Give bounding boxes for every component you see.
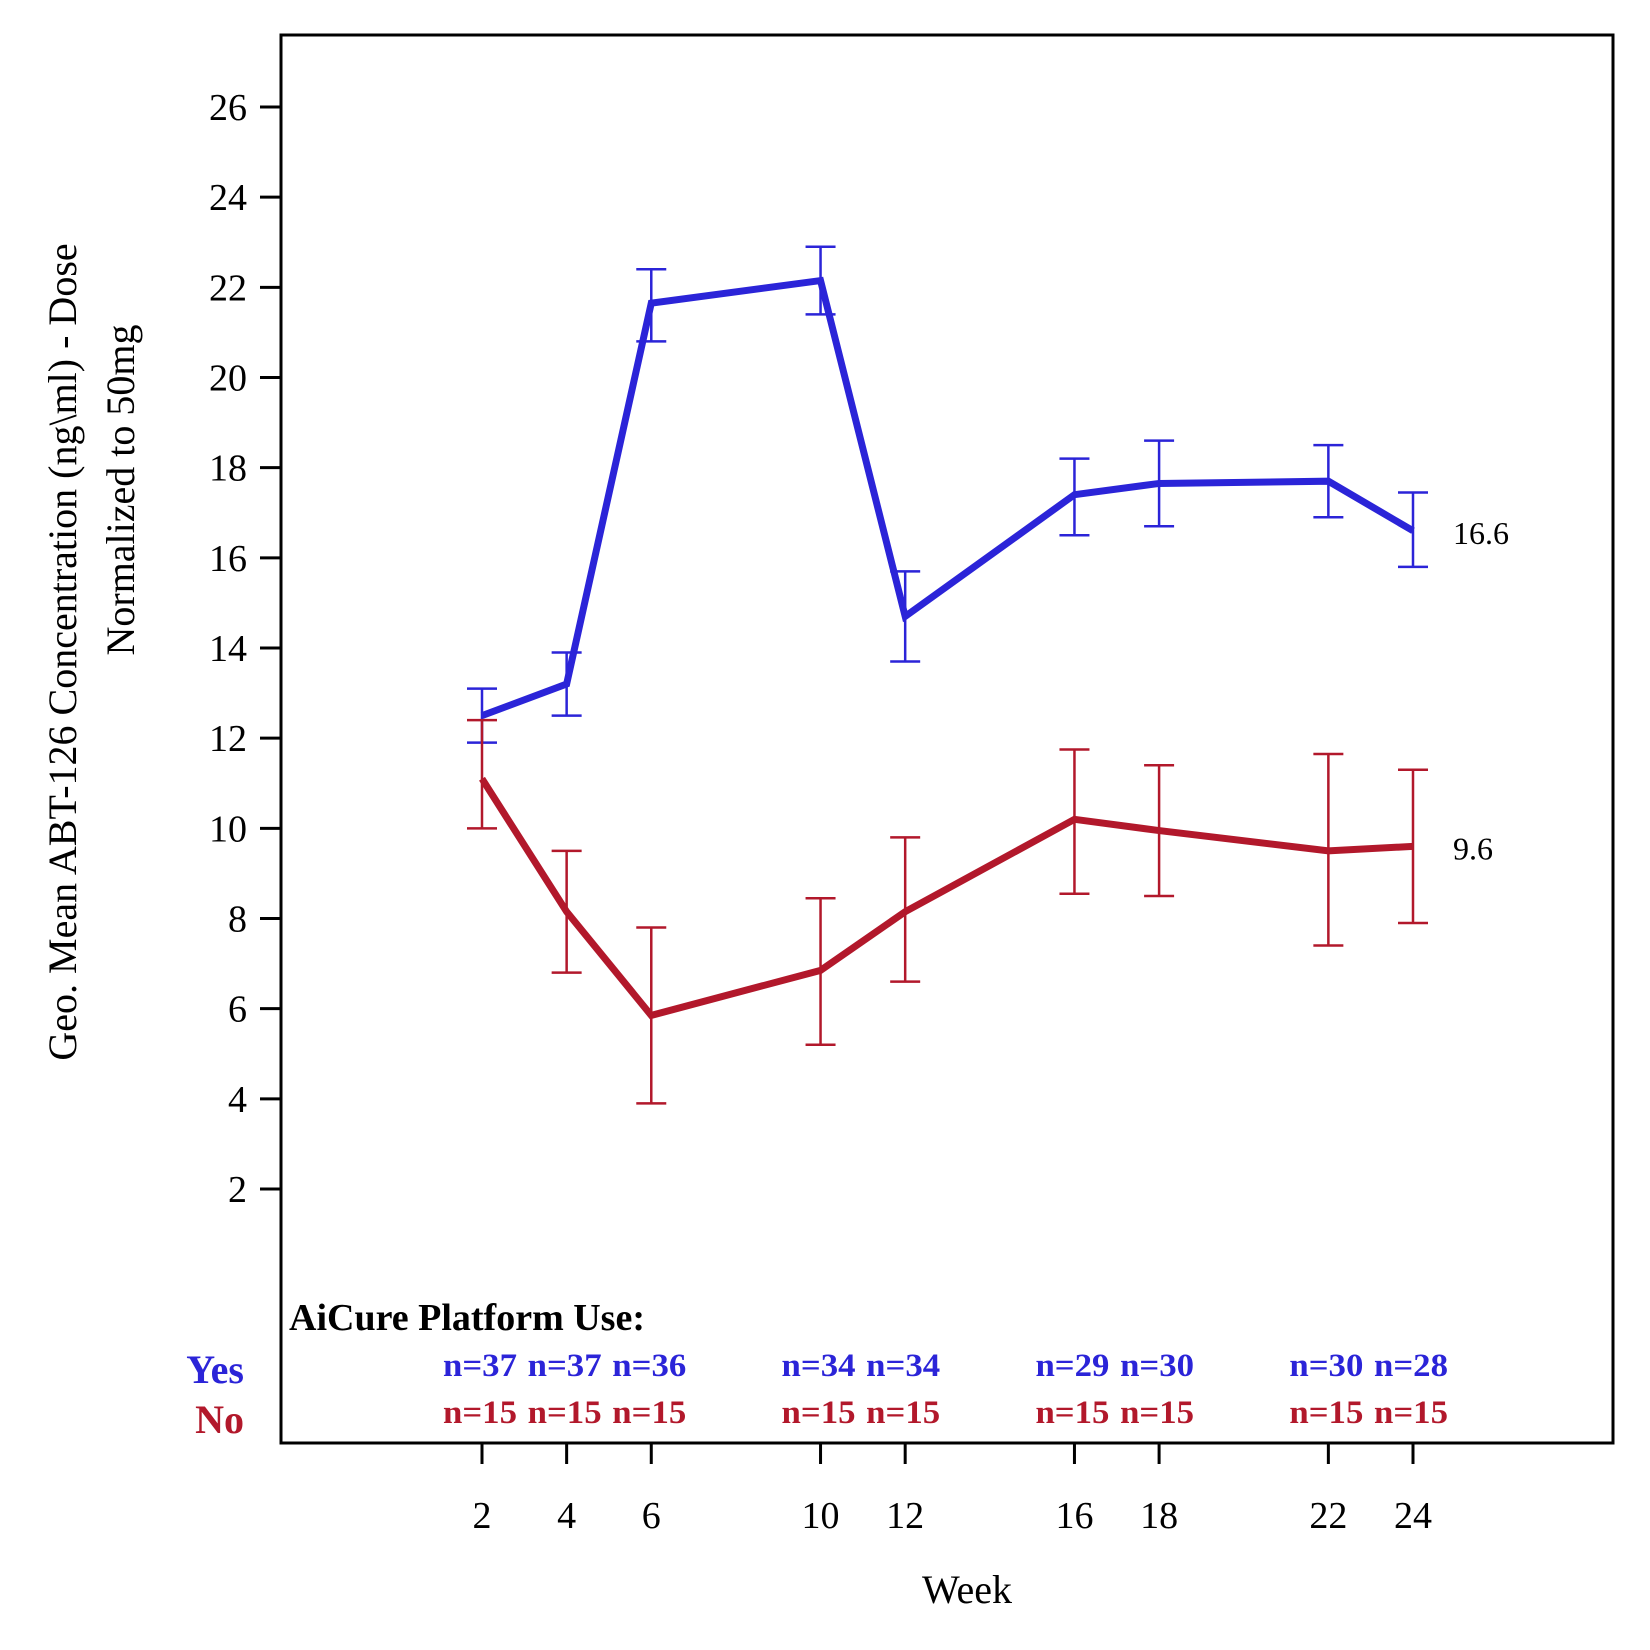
n-count-label: n=30 [1120, 1348, 1194, 1384]
y-tick-label: 8 [228, 899, 247, 941]
y-tick-label: 12 [209, 718, 247, 760]
n-count-label: n=37 [528, 1348, 602, 1384]
x-axis: 2 4 6 10 12 16 18 22 24 [473, 1443, 1432, 1537]
n-count-label: n=15 [1035, 1395, 1109, 1431]
n-count-label: n=15 [528, 1395, 602, 1431]
y-axis-title-line2: Normalized to 50mg [98, 324, 143, 655]
n-count-label: n=15 [1374, 1395, 1448, 1431]
y-tick-label: 24 [209, 177, 247, 219]
n-count-label: n=28 [1374, 1348, 1448, 1384]
x-tick-label: 16 [1055, 1495, 1093, 1537]
x-tick-label: 2 [473, 1495, 492, 1537]
n-count-label: n=15 [1289, 1395, 1363, 1431]
x-tick-label: 6 [642, 1495, 661, 1537]
x-tick-label: 22 [1309, 1495, 1347, 1537]
x-tick-label: 4 [557, 1495, 576, 1537]
group-label-no: No [195, 1397, 244, 1442]
series-line [479, 776, 1414, 1020]
n-count-label: n=29 [1035, 1348, 1109, 1384]
y-tick-label: 6 [228, 989, 247, 1031]
y-tick-label: 4 [228, 1079, 247, 1121]
y-tick-label: 16 [209, 538, 247, 580]
end-value-label: 9.6 [1453, 830, 1493, 866]
y-tick-label: 20 [209, 358, 247, 400]
x-axis-title: Week [922, 1567, 1012, 1612]
x-tick-label: 10 [802, 1495, 840, 1537]
series-line [480, 276, 1415, 719]
n-count-label: n=34 [782, 1348, 856, 1384]
end-value-label: 16.6 [1453, 515, 1509, 551]
n-count-label: n=37 [443, 1348, 517, 1384]
x-tick-label: 12 [886, 1495, 924, 1537]
n-count-label: n=15 [612, 1395, 686, 1431]
series-layer: 16.6 n=37 n=37 n=36 n=34 n=34 n=29 n=30 n=30 n=28… [443, 245, 1509, 1431]
y-axis-title-line1: Geo. Mean ABT-126 Concentration (ng\ml) … [40, 243, 85, 1060]
x-tick-label: 18 [1140, 1495, 1178, 1537]
risk-table-title: AiCure Platform Use: [289, 1297, 645, 1339]
y-tick-label: 14 [209, 628, 247, 670]
n-count-label: n=15 [866, 1395, 940, 1431]
y-tick-label: 10 [209, 808, 247, 850]
series-yes: 16.6 n=37 n=37 n=36 n=34 n=34 n=29 n=30 n=30 n=28 [443, 245, 1509, 1384]
n-count-label: n=30 [1289, 1348, 1363, 1384]
y-tick-label: 26 [209, 87, 247, 129]
n-count-label: n=34 [866, 1348, 940, 1384]
series-no: 9.6 n=15 n=15 n=15 n=15 n=15 n=15 n=15 n=15 n=15 [443, 718, 1493, 1431]
n-count-label: n=36 [612, 1348, 686, 1384]
x-tick-label: 24 [1394, 1495, 1432, 1537]
risk-table: AiCure Platform Use: Yes No [186, 1297, 645, 1442]
y-tick-label: 22 [209, 267, 247, 309]
n-count-label: n=15 [782, 1395, 856, 1431]
error-bar [467, 718, 497, 830]
y-tick-label: 2 [228, 1169, 247, 1211]
n-count-label: n=15 [1120, 1395, 1194, 1431]
y-tick-label: 18 [209, 448, 247, 490]
group-label-yes: Yes [186, 1347, 244, 1392]
n-count-label: n=15 [443, 1395, 517, 1431]
